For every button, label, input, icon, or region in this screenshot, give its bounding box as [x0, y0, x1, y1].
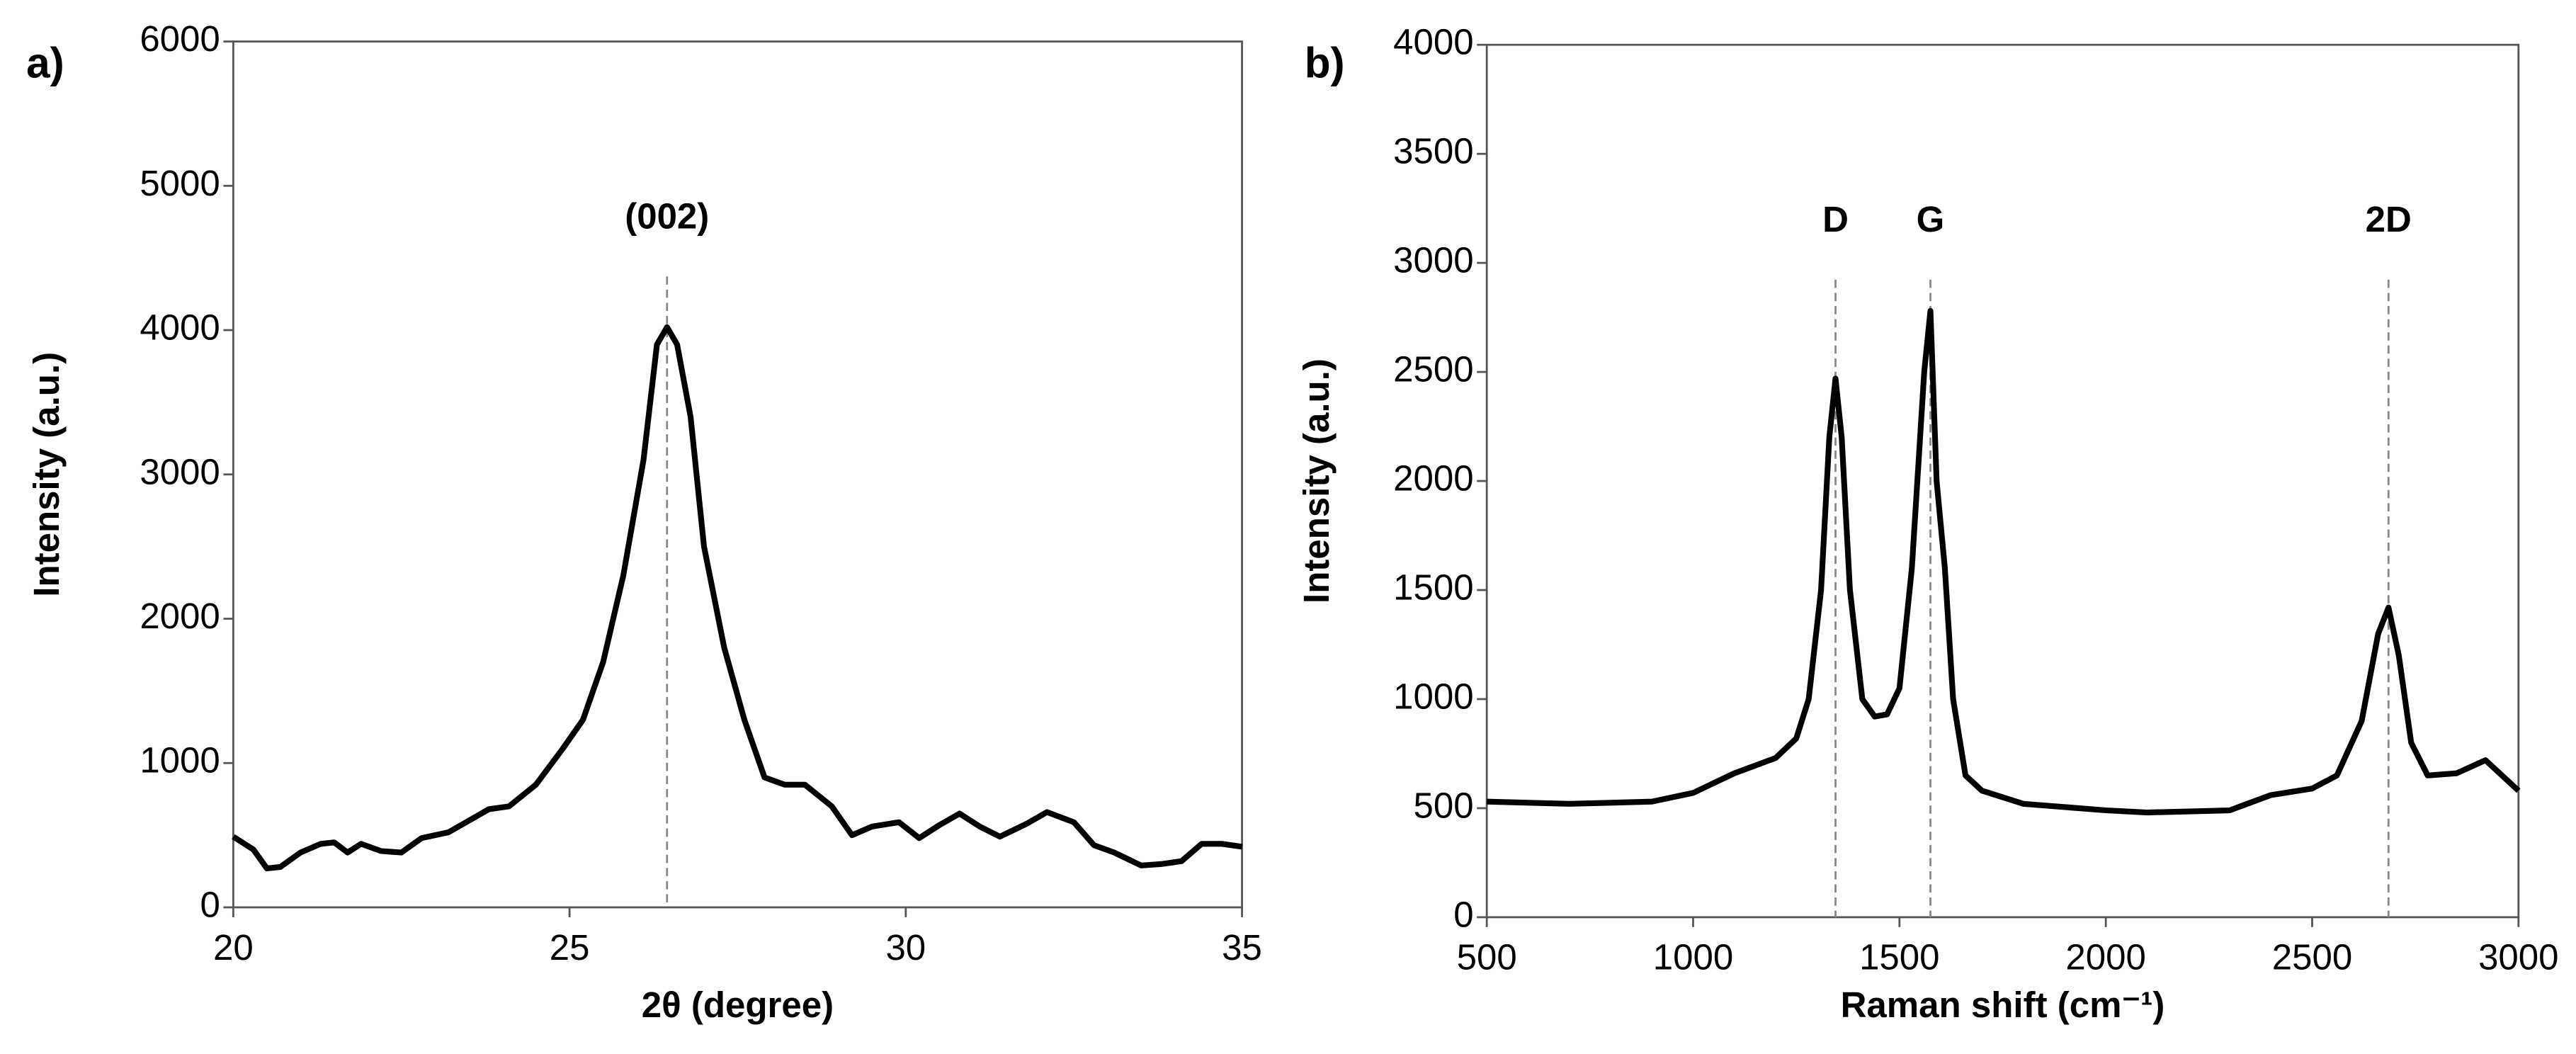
y-tick-label: 3500 — [1393, 131, 1474, 171]
y-tick-label: 5000 — [140, 163, 220, 203]
panel-label: b) — [1305, 38, 1345, 86]
y-tick-label: 2500 — [1393, 349, 1474, 390]
y-tick-label: 500 — [1413, 785, 1473, 825]
plot-frame — [1485, 43, 2520, 919]
panel-label: a) — [26, 38, 64, 86]
y-tick-label: 1000 — [1393, 676, 1474, 716]
x-tick-label: 20 — [213, 927, 254, 968]
y-tick-label: 0 — [1453, 894, 1473, 934]
x-axis-label: 2θ (degree) — [642, 985, 834, 1025]
y-tick-label: 1500 — [1393, 567, 1474, 607]
annotation-label: D — [1822, 199, 1849, 239]
x-tick-label: 35 — [1222, 927, 1262, 968]
x-tick-label: 3000 — [2478, 937, 2559, 978]
x-tick-label: 2500 — [2272, 937, 2353, 978]
y-tick-label: 4000 — [1393, 22, 1474, 62]
y-tick-label: 2000 — [140, 596, 220, 636]
y-axis-label: Intensity (a.u.) — [1296, 358, 1337, 604]
x-tick-label: 500 — [1457, 937, 1517, 978]
y-tick-label: 0 — [200, 884, 220, 924]
x-tick-label: 2000 — [2065, 937, 2146, 978]
y-tick-label: 2000 — [1393, 458, 1474, 499]
data-line — [1487, 307, 2521, 816]
x-tick-label: 25 — [550, 927, 590, 968]
x-axis-label: Raman shift (cm⁻¹) — [1841, 985, 2165, 1025]
y-tick-label: 6000 — [140, 18, 220, 59]
y-tick-label: 3000 — [140, 451, 220, 492]
annotation-label: G — [1917, 199, 1945, 239]
annotation-label: 2D — [2366, 199, 2412, 239]
data-line — [232, 324, 1243, 872]
x-tick-label: 1000 — [1653, 937, 1734, 978]
y-axis-label: Intensity (a.u.) — [26, 352, 67, 597]
annotation-label: (002) — [625, 196, 709, 237]
x-tick-label: 1500 — [1859, 937, 1940, 978]
y-tick-label: 1000 — [140, 740, 220, 781]
y-tick-label: 4000 — [140, 307, 220, 348]
y-tick-label: 3000 — [1393, 240, 1474, 280]
plot-frame — [232, 40, 1243, 909]
x-tick-label: 30 — [885, 927, 926, 968]
